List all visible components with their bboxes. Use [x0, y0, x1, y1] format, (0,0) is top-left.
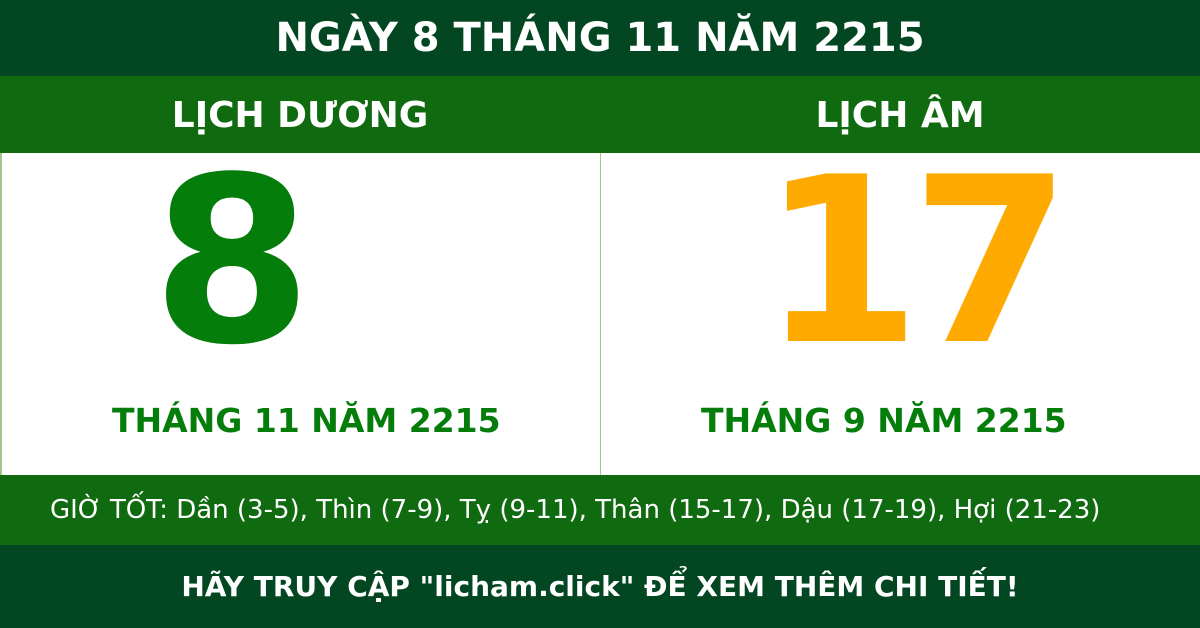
good-hours: GIỜ TỐT: Dần (3-5), Thìn (7-9), Tỵ (9-11…: [0, 475, 1200, 545]
solar-panel: 8 THÁNG 11 NĂM 2215: [0, 148, 600, 475]
lunar-heading: LỊCH ÂM: [815, 95, 985, 136]
solar-day: 8: [152, 129, 313, 396]
lunar-day: 17: [761, 129, 1071, 396]
lunar-month-year: THÁNG 9 NĂM 2215: [701, 401, 1067, 440]
solar-month-year: THÁNG 11 NĂM 2215: [112, 401, 501, 440]
footer-cta: HÃY TRUY CẬP "licham.click" ĐỂ XEM THÊM …: [0, 545, 1200, 628]
calendar-headings: LỊCH DƯƠNG LỊCH ÂM: [0, 76, 1200, 153]
lunar-panel: 17 THÁNG 9 NĂM 2215: [600, 148, 1200, 475]
solar-heading: LỊCH DƯƠNG: [171, 95, 429, 136]
page-title: NGÀY 8 THÁNG 11 NĂM 2215: [0, 0, 1200, 76]
